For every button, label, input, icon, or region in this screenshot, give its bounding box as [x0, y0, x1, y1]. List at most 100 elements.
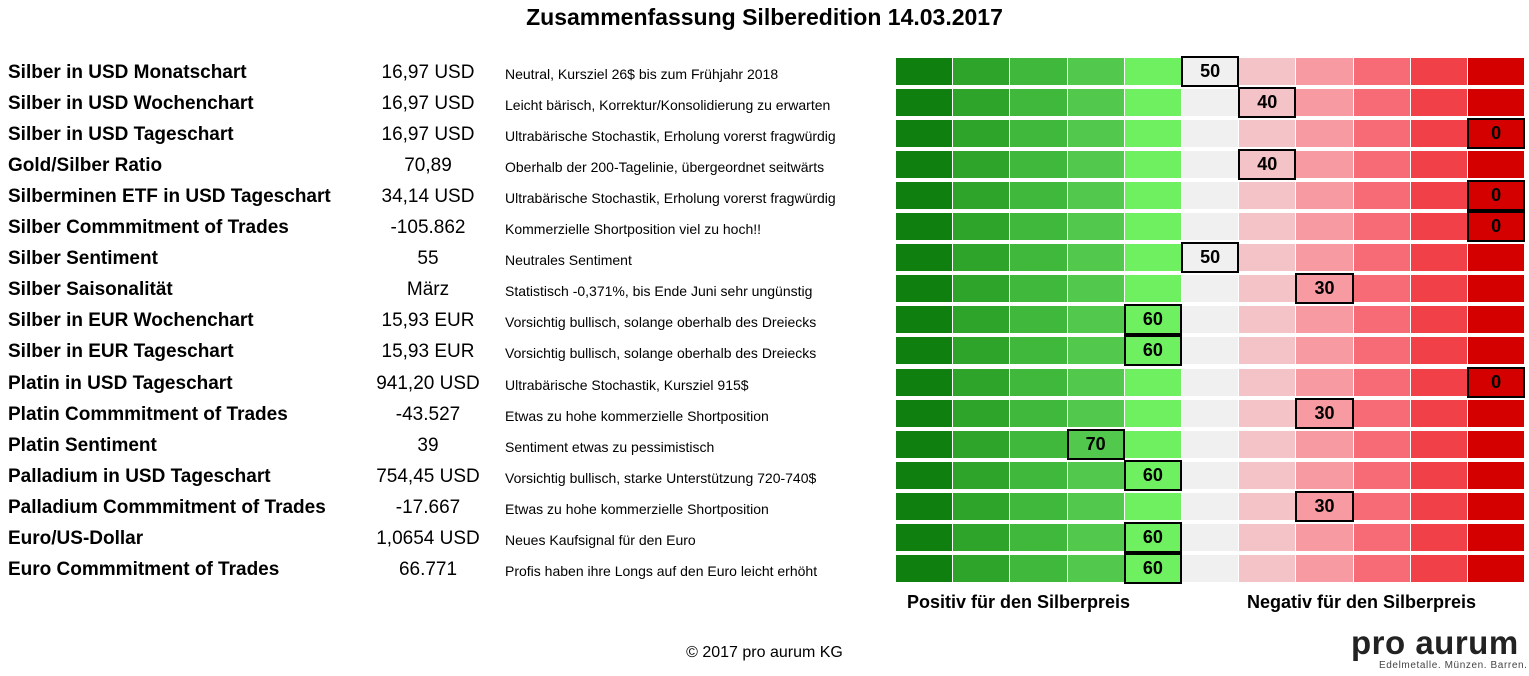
scale-cell: [1010, 368, 1067, 396]
scale-cell: [896, 337, 953, 365]
scale-cell: [1410, 306, 1467, 334]
scale-cell: [1067, 120, 1124, 148]
scale-cell: [1410, 492, 1467, 520]
scale-cell: [1124, 399, 1181, 427]
scale-cell: [896, 554, 953, 582]
scale-cell: [1296, 182, 1353, 210]
scale-cell: [1296, 120, 1353, 148]
scale-cell: [1182, 430, 1239, 458]
scale-cell: [1010, 151, 1067, 179]
score-marker: 40: [1238, 149, 1297, 181]
table-row: Palladium in USD Tageschart 754,45 USD Vor…: [0, 459, 1529, 493]
scale-cell: [1353, 399, 1410, 427]
scale-cell: [1410, 89, 1467, 117]
scale-cell: [1182, 523, 1239, 551]
scale-cell: [896, 492, 953, 520]
scale-cell: [1124, 368, 1181, 396]
scale-cell: [1468, 244, 1525, 272]
row-comment: Neutral, Kursziel 26$ bis zum Frühjahr 2…: [505, 66, 779, 82]
scale-cell: [1296, 461, 1353, 489]
scale-cell: [1468, 275, 1525, 303]
scale-cell: [953, 523, 1010, 551]
scale-cell: [1239, 399, 1296, 427]
scale-cell: [1353, 120, 1410, 148]
scale-cell: [1067, 244, 1124, 272]
scale-cell: [1468, 151, 1525, 179]
row-value: 941,20 USD: [376, 372, 480, 394]
scale-cell: [896, 213, 953, 241]
rating-scale: 0: [896, 366, 1526, 398]
scale-cell: [1353, 554, 1410, 582]
row-comment: Neues Kaufsignal für den Euro: [505, 531, 696, 548]
rating-scale: 30: [896, 397, 1525, 429]
scale-cell: [1239, 337, 1296, 365]
scale-cell: [1353, 89, 1410, 117]
scale-cell: [1124, 120, 1181, 148]
row-comment: Kommerzielle Shortposition viel zu hoch!…: [505, 221, 762, 238]
scale-cell: [1067, 461, 1124, 489]
row-value: 754,45 USD: [376, 465, 480, 487]
row-comment: Vorsichtig bullisch, starke Unterstützun…: [505, 469, 817, 486]
scale-cell: [1410, 213, 1467, 241]
row-comment: Profis haben ihre Longs auf den Euro lei…: [505, 562, 818, 579]
scale-cell: [1296, 523, 1353, 551]
scale-cell: [896, 461, 953, 489]
row-comment: Leicht bärisch, Korrektur/Konsolidierung…: [505, 97, 831, 114]
row-value: 39: [417, 434, 439, 456]
scale-cell: [1124, 213, 1181, 241]
scale-cell: [1468, 89, 1525, 117]
scale-cell: [1353, 430, 1410, 458]
scale-cell: [1239, 120, 1296, 148]
scale-cell: [1296, 430, 1353, 458]
scale-cell: [1239, 523, 1296, 551]
score-marker: 0: [1467, 366, 1526, 398]
scale-cell: [1067, 306, 1124, 334]
scale-cell: [1124, 89, 1181, 117]
row-comment: Oberhalb der 200-Tagelinie, übergeordnet…: [505, 159, 825, 176]
row-label: Silber in EUR Tageschart: [8, 341, 234, 363]
scale-cell: [1124, 244, 1181, 272]
scale-cell: [1468, 461, 1525, 489]
scale-cell: [1010, 244, 1067, 272]
scale-cell: [953, 89, 1010, 117]
scale-cell: [896, 399, 953, 427]
rating-scale: 30: [896, 490, 1525, 522]
row-value: -105.862: [390, 217, 466, 239]
scale-cell: [953, 368, 1010, 396]
legend-negative: Negativ für den Silberpreis: [1247, 592, 1477, 612]
row-label: Euro/US-Dollar: [8, 527, 144, 549]
legend-positive: Positiv für den Silberpreis: [907, 592, 1131, 612]
scale-cell: [1067, 275, 1124, 303]
scale-cell: [1410, 523, 1467, 551]
scale-cell: [896, 58, 953, 85]
score-marker: 30: [1295, 397, 1354, 429]
table-row: Silber Commmitment of Trades -105.862 Komm…: [0, 211, 1529, 244]
row-value: 16,97 USD: [381, 124, 475, 146]
scale-cell: [1468, 306, 1525, 334]
score-marker: 30: [1295, 273, 1354, 305]
row-label: Silber Saisonalität: [8, 279, 173, 301]
scale-cell: [1296, 554, 1353, 582]
scale-cell: [1067, 337, 1124, 365]
scale-cell: [1239, 492, 1296, 520]
scale-cell: [1296, 89, 1353, 117]
table-row: Silber in USD Wochenchart 16,97 USD Leicht…: [0, 87, 1529, 120]
scale-cell: [1182, 492, 1239, 520]
table-row: Silber in EUR Wochenchart 15,93 EUR Vorsic…: [0, 304, 1529, 337]
scale-cell: [953, 151, 1010, 179]
scale-cell: [1353, 275, 1410, 303]
scale-cell: [1182, 213, 1239, 241]
row-value: 70,89: [404, 155, 452, 177]
rating-scale: 60: [896, 335, 1525, 367]
row-label: Platin Sentiment: [8, 434, 157, 456]
scale-cell: [1010, 182, 1067, 210]
scale-cell: [1353, 182, 1410, 210]
scale-cell: [1010, 461, 1067, 489]
scale-cell: [953, 430, 1010, 458]
scale-cell: [953, 213, 1010, 241]
score-marker: 60: [1123, 459, 1182, 491]
score-marker: 50: [1181, 242, 1240, 274]
scale-cell: [1067, 213, 1124, 241]
scale-cell: [1410, 275, 1467, 303]
scale-cell: [1353, 368, 1410, 396]
